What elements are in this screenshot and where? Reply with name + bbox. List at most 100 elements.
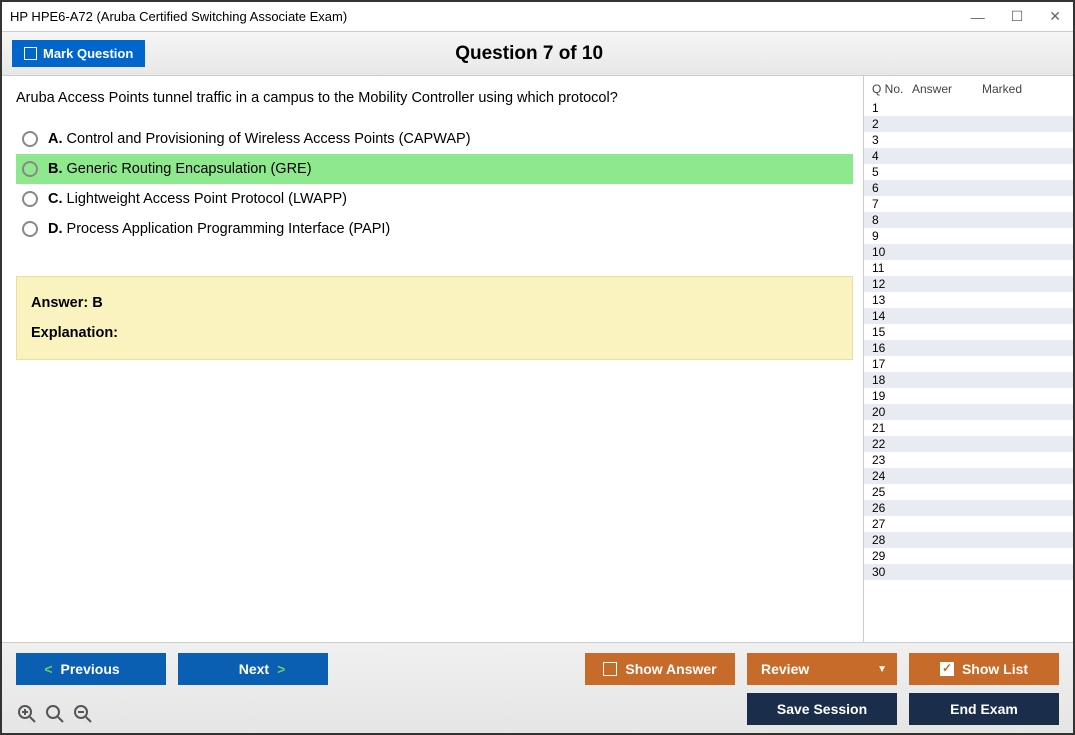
row-number: 25	[872, 485, 912, 499]
question-list-row[interactable]: 12	[864, 276, 1073, 292]
question-list-row[interactable]: 3	[864, 132, 1073, 148]
row-number: 5	[872, 165, 912, 179]
checkbox-icon	[24, 47, 37, 60]
toolbar: Mark Question Question 7 of 10	[2, 32, 1073, 76]
question-list-row[interactable]: 25	[864, 484, 1073, 500]
button-row-2: Save Session End Exam	[16, 693, 1059, 725]
row-number: 10	[872, 245, 912, 259]
question-list-row[interactable]: 19	[864, 388, 1073, 404]
close-icon[interactable]: ✕	[1045, 6, 1065, 27]
question-list-row[interactable]: 6	[864, 180, 1073, 196]
question-list-row[interactable]: 17	[864, 356, 1073, 372]
question-list-row[interactable]: 1	[864, 100, 1073, 116]
header-qno: Q No.	[872, 82, 912, 96]
question-list-row[interactable]: 9	[864, 228, 1073, 244]
minimize-icon[interactable]: —	[967, 7, 989, 27]
question-panel: Aruba Access Points tunnel traffic in a …	[2, 76, 863, 642]
question-list-row[interactable]: 5	[864, 164, 1073, 180]
question-list-row[interactable]: 14	[864, 308, 1073, 324]
row-number: 16	[872, 341, 912, 355]
radio-icon	[22, 191, 38, 207]
option-text: C. Lightweight Access Point Protocol (LW…	[48, 191, 347, 207]
save-session-button[interactable]: Save Session	[747, 693, 897, 725]
zoom-controls	[16, 703, 94, 725]
row-number: 28	[872, 533, 912, 547]
row-number: 26	[872, 501, 912, 515]
option-row[interactable]: C. Lightweight Access Point Protocol (LW…	[16, 184, 853, 214]
header-answer: Answer	[912, 82, 982, 96]
row-number: 21	[872, 421, 912, 435]
checkbox-checked-icon	[940, 662, 954, 676]
titlebar: HP HPE6-A72 (Aruba Certified Switching A…	[2, 2, 1073, 32]
row-number: 6	[872, 181, 912, 195]
question-list-row[interactable]: 2	[864, 116, 1073, 132]
next-button[interactable]: Next >	[178, 653, 328, 685]
question-list-row[interactable]: 8	[864, 212, 1073, 228]
zoom-in-icon[interactable]	[16, 703, 38, 725]
option-text: D. Process Application Programming Inter…	[48, 221, 390, 237]
row-number: 2	[872, 117, 912, 131]
question-list-row[interactable]: 23	[864, 452, 1073, 468]
row-number: 20	[872, 405, 912, 419]
maximize-icon[interactable]: ☐	[1007, 6, 1028, 27]
question-list-row[interactable]: 16	[864, 340, 1073, 356]
question-list-row[interactable]: 27	[864, 516, 1073, 532]
question-list-row[interactable]: 15	[864, 324, 1073, 340]
mark-question-label: Mark Question	[43, 46, 133, 61]
option-row[interactable]: D. Process Application Programming Inter…	[16, 214, 853, 244]
show-answer-button[interactable]: Show Answer	[585, 653, 735, 685]
row-number: 14	[872, 309, 912, 323]
row-number: 1	[872, 101, 912, 115]
question-list-row[interactable]: 21	[864, 420, 1073, 436]
app-window: HP HPE6-A72 (Aruba Certified Switching A…	[0, 0, 1075, 735]
radio-icon	[22, 161, 38, 177]
window-controls: — ☐ ✕	[967, 6, 1065, 27]
question-list-row[interactable]: 11	[864, 260, 1073, 276]
question-list-body[interactable]: 1234567891011121314151617181920212223242…	[864, 100, 1073, 642]
zoom-out-icon[interactable]	[72, 703, 94, 725]
row-number: 30	[872, 565, 912, 579]
save-session-label: Save Session	[777, 701, 867, 717]
explanation-label: Explanation:	[31, 325, 838, 341]
question-list-row[interactable]: 20	[864, 404, 1073, 420]
previous-button[interactable]: < Previous	[16, 653, 166, 685]
question-list-row[interactable]: 24	[864, 468, 1073, 484]
question-list-row[interactable]: 26	[864, 500, 1073, 516]
review-label: Review	[761, 661, 809, 677]
chevron-left-icon: <	[44, 661, 52, 677]
end-exam-button[interactable]: End Exam	[909, 693, 1059, 725]
question-list-row[interactable]: 7	[864, 196, 1073, 212]
mark-question-button[interactable]: Mark Question	[12, 40, 145, 67]
row-number: 9	[872, 229, 912, 243]
row-number: 18	[872, 373, 912, 387]
show-answer-label: Show Answer	[625, 661, 716, 677]
option-row[interactable]: B. Generic Routing Encapsulation (GRE)	[16, 154, 853, 184]
show-list-button[interactable]: Show List	[909, 653, 1059, 685]
question-list-row[interactable]: 10	[864, 244, 1073, 260]
row-number: 3	[872, 133, 912, 147]
bottom-bar: < Previous Next > Show Answer Review ▼ S…	[2, 642, 1073, 733]
radio-icon	[22, 221, 38, 237]
question-list-row[interactable]: 28	[864, 532, 1073, 548]
question-list-row[interactable]: 13	[864, 292, 1073, 308]
row-number: 11	[872, 261, 912, 275]
window-title: HP HPE6-A72 (Aruba Certified Switching A…	[10, 9, 967, 24]
option-text: A. Control and Provisioning of Wireless …	[48, 131, 471, 147]
question-list-row[interactable]: 29	[864, 548, 1073, 564]
answer-label: Answer: B	[31, 295, 838, 311]
zoom-reset-icon[interactable]	[44, 703, 66, 725]
dropdown-icon: ▼	[877, 664, 887, 675]
question-list-row[interactable]: 22	[864, 436, 1073, 452]
next-label: Next	[239, 661, 269, 677]
end-exam-label: End Exam	[950, 701, 1018, 717]
review-button[interactable]: Review ▼	[747, 653, 897, 685]
question-text: Aruba Access Points tunnel traffic in a …	[16, 90, 853, 106]
row-number: 24	[872, 469, 912, 483]
question-list-row[interactable]: 4	[864, 148, 1073, 164]
option-row[interactable]: A. Control and Provisioning of Wireless …	[16, 124, 853, 154]
question-list-row[interactable]: 30	[864, 564, 1073, 580]
question-heading: Question 7 of 10	[145, 43, 913, 65]
question-list-row[interactable]: 18	[864, 372, 1073, 388]
question-list-header: Q No. Answer Marked	[864, 76, 1073, 100]
previous-label: Previous	[61, 661, 120, 677]
